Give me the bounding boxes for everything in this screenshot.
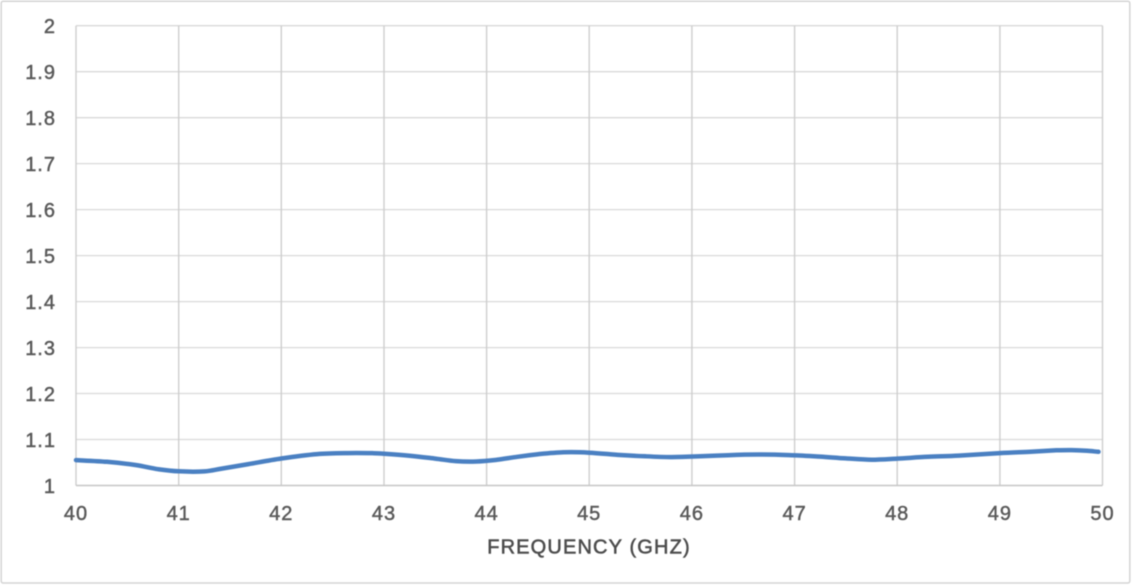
svg-text:41: 41 <box>167 503 191 525</box>
svg-text:46: 46 <box>680 503 704 525</box>
svg-text:1.7: 1.7 <box>25 154 56 176</box>
svg-text:1.1: 1.1 <box>25 430 56 452</box>
svg-text:40: 40 <box>64 503 88 525</box>
svg-text:1: 1 <box>44 476 56 498</box>
svg-text:47: 47 <box>782 503 806 525</box>
svg-text:1.9: 1.9 <box>25 62 56 84</box>
svg-text:1.4: 1.4 <box>25 292 56 314</box>
svg-text:44: 44 <box>474 503 498 525</box>
svg-text:1.3: 1.3 <box>25 338 56 360</box>
svg-text:43: 43 <box>372 503 396 525</box>
svg-text:42: 42 <box>269 503 293 525</box>
svg-text:1.5: 1.5 <box>25 246 56 268</box>
svg-text:48: 48 <box>885 503 909 525</box>
svg-text:50: 50 <box>1090 503 1114 525</box>
svg-text:2: 2 <box>44 16 56 38</box>
svg-text:49: 49 <box>988 503 1012 525</box>
svg-text:1.2: 1.2 <box>25 384 56 406</box>
svg-text:1.6: 1.6 <box>25 200 56 222</box>
svg-text:45: 45 <box>577 503 601 525</box>
svg-text:1.8: 1.8 <box>25 108 56 130</box>
svg-text:FREQUENCY (GHZ): FREQUENCY (GHZ) <box>487 537 691 559</box>
